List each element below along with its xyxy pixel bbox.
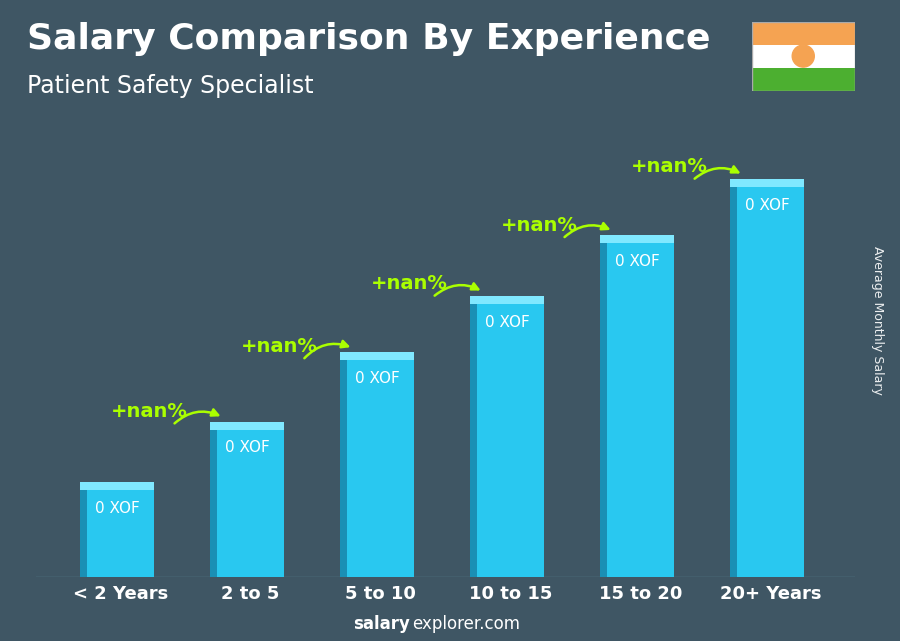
Bar [470,304,477,577]
Text: +nan%: +nan% [371,274,447,293]
Text: 0 XOF: 0 XOF [225,440,269,455]
Bar [210,429,217,577]
Bar [79,483,154,490]
Bar [86,490,154,577]
Circle shape [792,45,814,67]
Text: Average Monthly Salary: Average Monthly Salary [871,246,884,395]
Text: Salary Comparison By Experience: Salary Comparison By Experience [27,22,710,56]
Bar [339,360,346,577]
Text: +nan%: +nan% [631,157,707,176]
Bar [217,429,284,577]
Text: 0 XOF: 0 XOF [484,315,529,329]
Text: +nan%: +nan% [111,402,187,421]
Bar [210,422,284,429]
Bar [752,22,855,45]
Bar [470,296,544,304]
Bar [599,244,607,577]
Bar [477,304,544,577]
Bar [737,187,805,577]
Bar [79,490,86,577]
Text: +nan%: +nan% [240,337,318,356]
Text: explorer.com: explorer.com [412,615,520,633]
Bar [752,67,855,90]
Text: 0 XOF: 0 XOF [355,371,400,386]
Bar [730,187,737,577]
Text: Patient Safety Specialist: Patient Safety Specialist [27,74,313,97]
Bar [607,244,674,577]
Bar [339,353,414,360]
Text: 0 XOF: 0 XOF [615,254,660,269]
Bar [599,235,674,244]
Bar [346,360,414,577]
Text: salary: salary [353,615,410,633]
Text: +nan%: +nan% [500,215,578,235]
Text: 0 XOF: 0 XOF [744,198,789,213]
Text: 0 XOF: 0 XOF [94,501,140,516]
Bar [730,179,805,187]
Bar [752,45,855,67]
